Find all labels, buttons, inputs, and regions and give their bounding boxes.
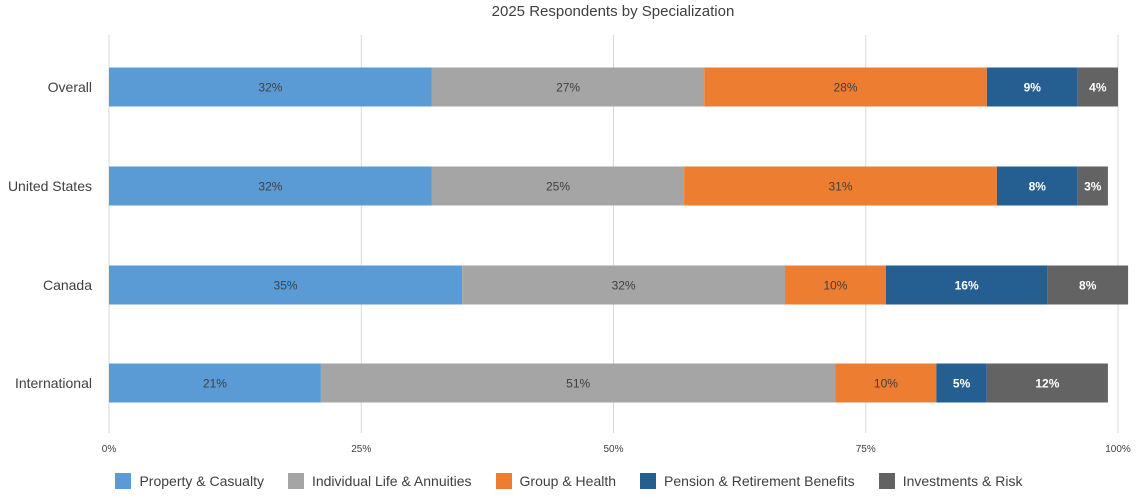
bar-segment: [986, 67, 1078, 107]
bar-segment: [986, 363, 1108, 403]
bar-segment: [1077, 67, 1118, 107]
bar-row: 32% 27% 28% 9% 4%: [109, 67, 1118, 107]
x-axis-ticks: 0% 25% 50% 75% 100%: [102, 444, 1131, 455]
bar-segment: [109, 363, 321, 403]
data-label: 10%: [874, 377, 898, 391]
data-label: 12%: [1035, 377, 1059, 391]
bar-segment: [885, 265, 1048, 305]
data-label: 25%: [546, 180, 570, 194]
legend-label: Investments & Risk: [902, 473, 1023, 489]
bar-row: 32% 25% 31% 8% 3%: [109, 166, 1108, 206]
legend-swatch: [495, 473, 512, 489]
data-label: 21%: [203, 377, 227, 391]
category-label: United States: [8, 178, 92, 194]
bar-segment: [431, 166, 685, 206]
legend-label: Pension & Retirement Benefits: [664, 473, 855, 489]
category-label: Canada: [43, 277, 92, 293]
bar-segment: [996, 166, 1078, 206]
bar-segment: [835, 363, 937, 403]
bar-segment: [936, 363, 987, 403]
bar-segment: [109, 67, 432, 107]
bar-segment: [704, 67, 987, 107]
data-label: 8%: [1079, 279, 1097, 293]
x-tick-label: 0%: [102, 444, 117, 455]
data-label: 32%: [612, 279, 636, 293]
legend-swatch: [640, 473, 657, 489]
legend: Property & Casualty Individual Life & Ann…: [0, 469, 1138, 493]
legend-label: Individual Life & Annuities: [311, 473, 472, 489]
data-label: 27%: [556, 81, 580, 95]
legend-label: Group & Health: [519, 473, 617, 489]
data-label: 32%: [258, 180, 282, 194]
data-label: 4%: [1089, 81, 1107, 95]
x-tick-label: 25%: [351, 444, 371, 455]
bar-row: 21% 51% 10% 5% 12%: [109, 363, 1108, 403]
bar-segment: [431, 67, 705, 107]
stacked-bar-chart: 2025 Respondents by Specialization 0% 25%…: [8, 3, 1131, 455]
bar-segment: [109, 265, 463, 305]
bar-segment: [320, 363, 836, 403]
bar-segment: [109, 166, 432, 206]
x-tick-label: 75%: [856, 444, 876, 455]
x-tick-label: 50%: [603, 444, 623, 455]
data-label: 8%: [1029, 180, 1047, 194]
data-label: 5%: [953, 377, 971, 391]
bar-segment: [1047, 265, 1129, 305]
y-axis-categories: Overall United States Canada International: [8, 79, 92, 391]
category-label: International: [15, 375, 92, 391]
legend-item: Property & Casualty: [115, 473, 264, 489]
data-label: 35%: [274, 279, 298, 293]
bars: 32% 27% 28% 9% 4% 32% 25% 31% 8% 3% 35% 32% 10% 16% 8%…: [109, 67, 1129, 403]
data-label: 16%: [955, 279, 979, 293]
legend-item: Group & Health: [495, 473, 617, 489]
data-label: 28%: [834, 81, 858, 95]
bar-segment: [1077, 166, 1108, 206]
legend-swatch: [287, 473, 304, 489]
data-label: 9%: [1024, 81, 1042, 95]
legend-item: Investments & Risk: [878, 473, 1023, 489]
bar-row: 35% 32% 10% 16% 8%: [109, 265, 1129, 305]
bar-segment: [684, 166, 997, 206]
data-label: 51%: [566, 377, 590, 391]
category-label: Overall: [48, 79, 92, 95]
legend-swatch: [878, 473, 895, 489]
data-label: 10%: [823, 279, 847, 293]
legend-label: Property & Casualty: [139, 473, 264, 489]
legend-swatch: [115, 473, 132, 489]
legend-item: Individual Life & Annuities: [287, 473, 472, 489]
chart-title: 2025 Respondents by Specialization: [492, 3, 735, 20]
bar-segment: [462, 265, 786, 305]
x-tick-label: 100%: [1105, 444, 1131, 455]
bar-segment: [785, 265, 886, 305]
data-label: 31%: [829, 180, 853, 194]
legend-item: Pension & Retirement Benefits: [640, 473, 855, 489]
data-label: 3%: [1084, 180, 1102, 194]
data-label: 32%: [258, 81, 282, 95]
